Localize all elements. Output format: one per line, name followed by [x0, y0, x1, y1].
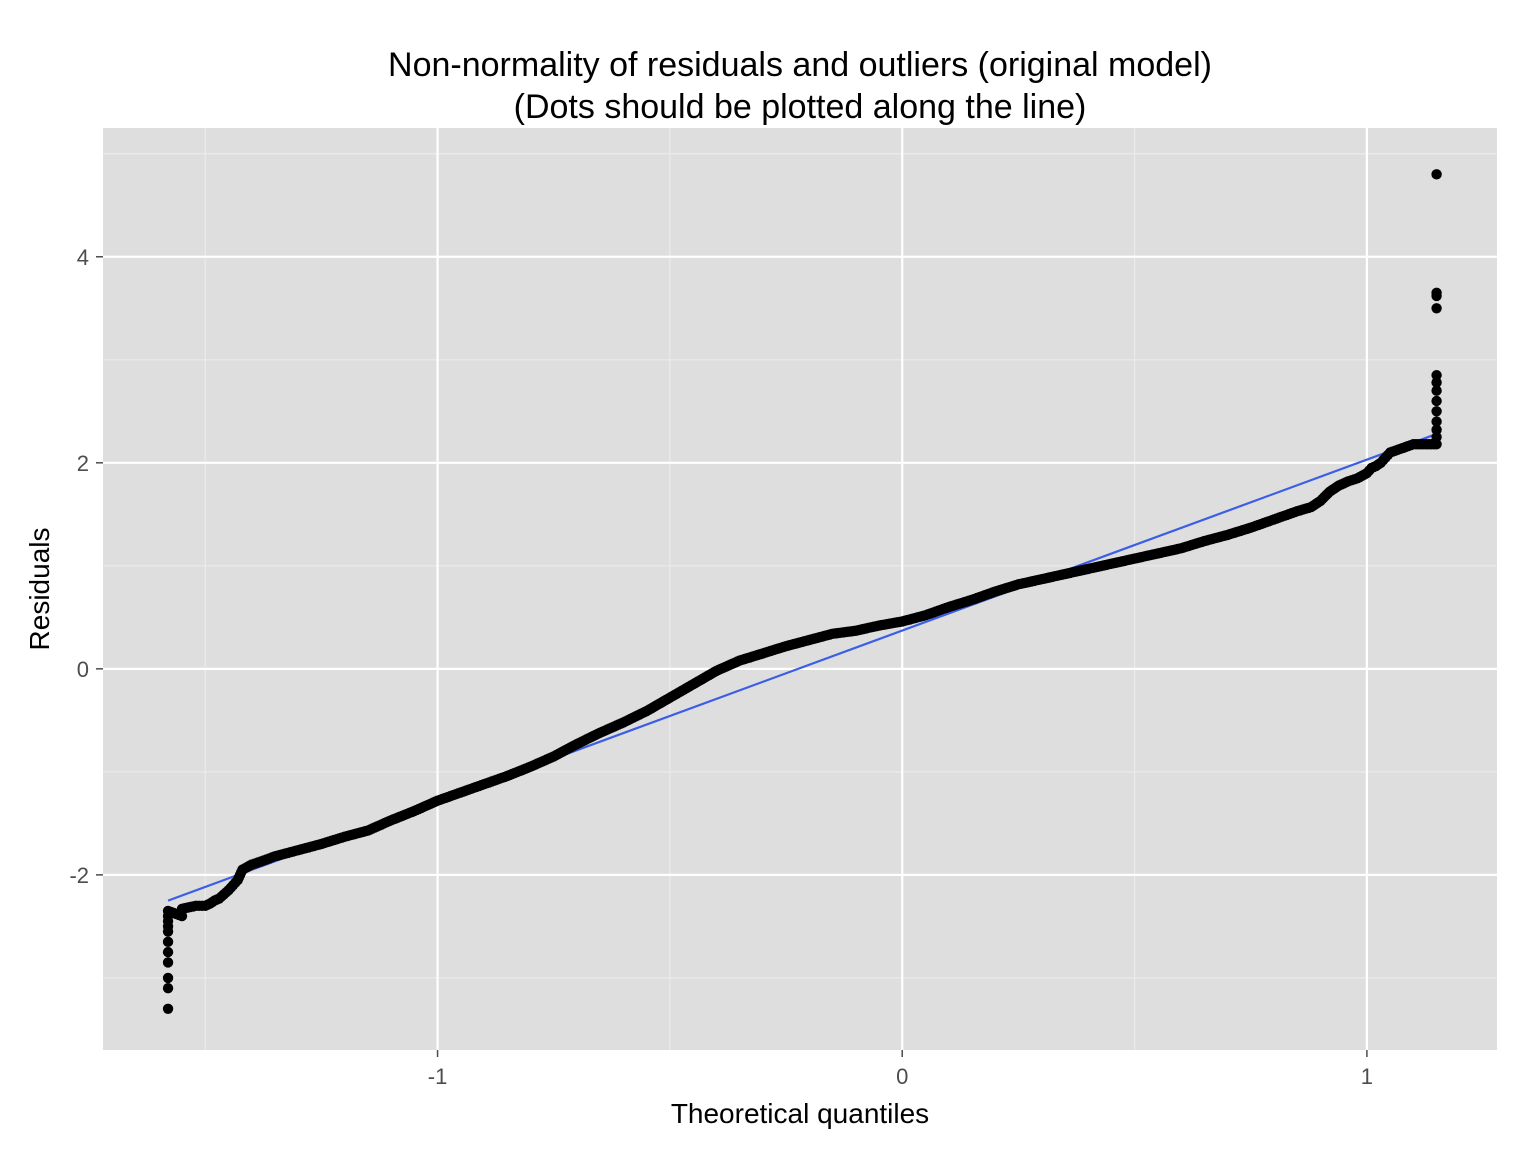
residual-point [1431, 303, 1442, 314]
y-axis-title: Residuals [24, 528, 55, 651]
x-axis-title: Theoretical quantiles [671, 1098, 929, 1129]
y-tick-label: 0 [77, 657, 89, 682]
residual-point [1431, 169, 1442, 180]
residual-point [162, 936, 174, 948]
residual-point [176, 910, 188, 922]
y-axis-ticks: -2 0 2 4 [69, 245, 103, 888]
residual-point [162, 1003, 174, 1014]
residual-point [1431, 370, 1442, 381]
residual-point [162, 972, 174, 984]
x-tick-label: 1 [1361, 1064, 1373, 1089]
residual-point [1431, 416, 1442, 427]
residual-point [1431, 431, 1442, 443]
x-tick-label: 0 [896, 1064, 908, 1089]
residual-point [1431, 377, 1442, 388]
residual-point [162, 957, 174, 968]
y-tick-label: 2 [77, 451, 89, 476]
y-tick-label: -2 [69, 863, 89, 888]
residual-point [1431, 439, 1442, 450]
residual-point [1431, 406, 1442, 417]
plot-panel [103, 128, 1497, 1050]
residual-points [162, 169, 1442, 1014]
y-tick-label: 4 [77, 245, 89, 270]
x-axis-ticks: -1 0 1 [428, 1050, 1373, 1089]
x-tick-label: -1 [428, 1064, 448, 1089]
chart-title: Non-normality of residuals and outliers … [388, 46, 1212, 84]
residual-point [162, 982, 174, 994]
residual-point [162, 946, 174, 958]
chart-subtitle: (Dots should be plotted along the line) [514, 88, 1087, 126]
residual-point [1431, 424, 1442, 436]
residual-point [1431, 385, 1442, 396]
residual-point [1431, 395, 1442, 407]
minor-grid [103, 128, 1497, 1050]
residual-point [1431, 287, 1442, 299]
